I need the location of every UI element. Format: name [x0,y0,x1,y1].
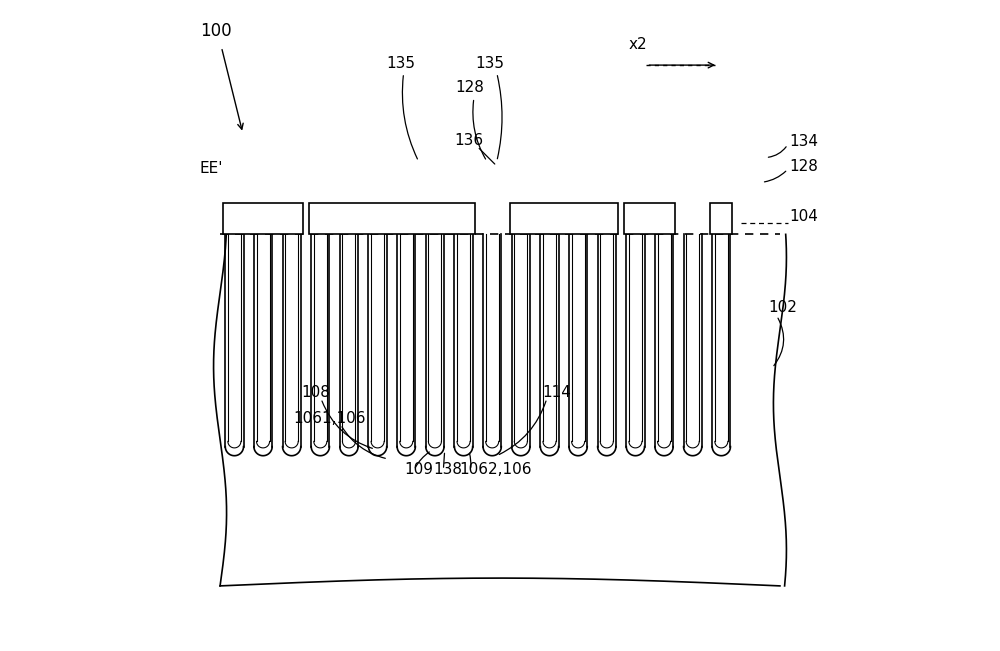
Text: 138: 138 [434,462,463,477]
Text: 108: 108 [301,385,330,400]
Bar [624,203,675,234]
Text: 104: 104 [790,210,819,225]
Text: 100: 100 [201,21,232,40]
Text: 114: 114 [542,385,571,400]
Text: 135: 135 [386,57,415,72]
Text: 102: 102 [768,301,797,316]
Text: 109: 109 [404,462,433,477]
Text: 128: 128 [790,159,819,174]
Bar [309,203,475,234]
Text: x2: x2 [629,37,648,52]
Bar [510,203,618,234]
Bar [710,203,732,234]
Text: 128: 128 [456,81,485,96]
Text: EE': EE' [199,161,223,176]
Text: 1062,106: 1062,106 [460,462,532,477]
Text: 134: 134 [790,135,819,150]
Text: 135: 135 [475,57,504,72]
Bar [223,203,303,234]
Text: 1061,106: 1061,106 [293,411,365,426]
Text: 136: 136 [454,133,484,148]
